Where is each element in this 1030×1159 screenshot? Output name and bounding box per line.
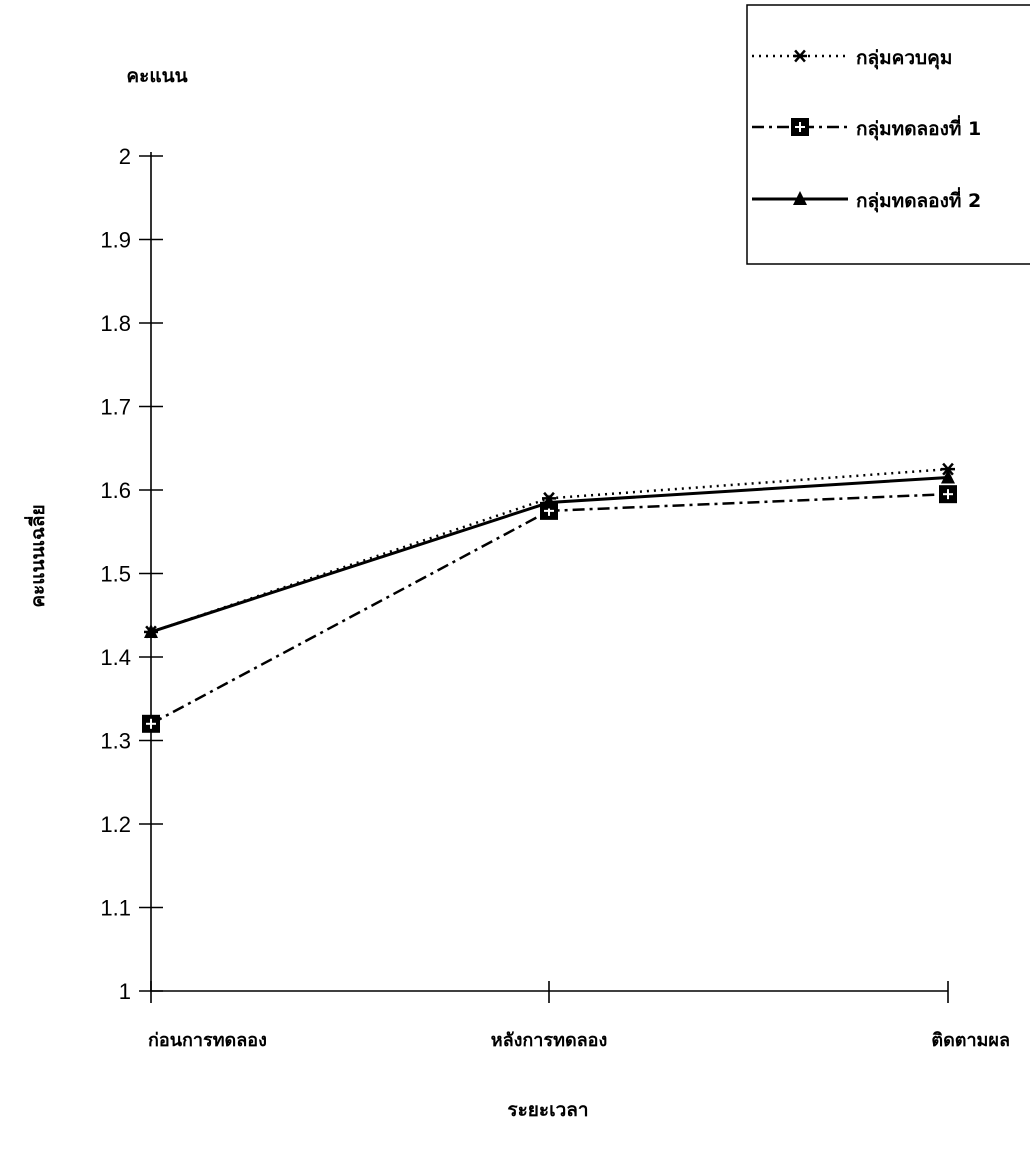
- data-point-square: [791, 118, 809, 136]
- y-axis-top-label: คะแนน: [126, 65, 187, 87]
- y-tick-label: 1.4: [100, 645, 131, 670]
- data-point-triangle: [941, 469, 955, 484]
- x-tick-label: หลังการทดลอง: [491, 1030, 608, 1051]
- data-point-triangle: [144, 623, 158, 638]
- x-tick-label: ติดตามผล: [931, 1030, 1010, 1051]
- data-point-triangle: [542, 494, 556, 509]
- y-tick-label: 1.8: [100, 311, 131, 336]
- legend-label: กลุ่มทดลองที่ 2: [856, 187, 981, 213]
- legend: กลุ่มควบคุมกลุ่มทดลองที่ 1 กลุ่มทดลองที่ …: [746, 4, 1030, 265]
- data-point-asterisk: [941, 462, 955, 476]
- legend-item: กลุ่มควบคุม: [752, 47, 952, 70]
- legend-items: กลุ่มควบคุมกลุ่มทดลองที่ 1 กลุ่มทดลองที่ …: [752, 47, 981, 213]
- legend-item: กลุ่มทดลองที่ 1: [752, 115, 981, 141]
- y-tick-label: 1.7: [100, 395, 131, 420]
- data-point-triangle: [793, 191, 807, 205]
- legend-label: กลุ่มควบคุม: [856, 47, 952, 70]
- data-point-asterisk: [793, 49, 807, 63]
- y-axis-title: คะแนนเฉลี่ย: [24, 504, 49, 607]
- x-axis-title: ระยะเวลา: [507, 1099, 588, 1121]
- y-tick-label: 1: [119, 979, 131, 1004]
- series-line: [150, 492, 949, 725]
- series-line: [150, 467, 949, 634]
- x-tick-label: ก่อนการทดลอง: [148, 1030, 267, 1051]
- y-tick-label: 1.6: [100, 478, 131, 503]
- legend-label: กลุ่มทดลองที่ 1: [856, 115, 981, 141]
- data-point-square: [142, 714, 160, 733]
- y-tick-label: 1.2: [100, 812, 131, 837]
- legend-item: กลุ่มทดลองที่ 2: [752, 187, 981, 213]
- y-tick-label: 2: [119, 144, 131, 169]
- y-tick-label: 1.3: [100, 729, 131, 754]
- y-axis: 1 1.1 1.2 1.3 1.4 1.5 1.6 1.7 1.8 1.9 2: [100, 144, 163, 1004]
- series-lines: [142, 462, 957, 733]
- x-axis: ก่อนการทดลอง หลังการทดลอง ติดตามผล: [148, 981, 1010, 1051]
- y-tick-label: 1.9: [100, 228, 131, 253]
- y-tick-label: 1.5: [100, 562, 131, 587]
- data-point-square: [939, 485, 957, 504]
- y-tick-label: 1.1: [100, 896, 131, 921]
